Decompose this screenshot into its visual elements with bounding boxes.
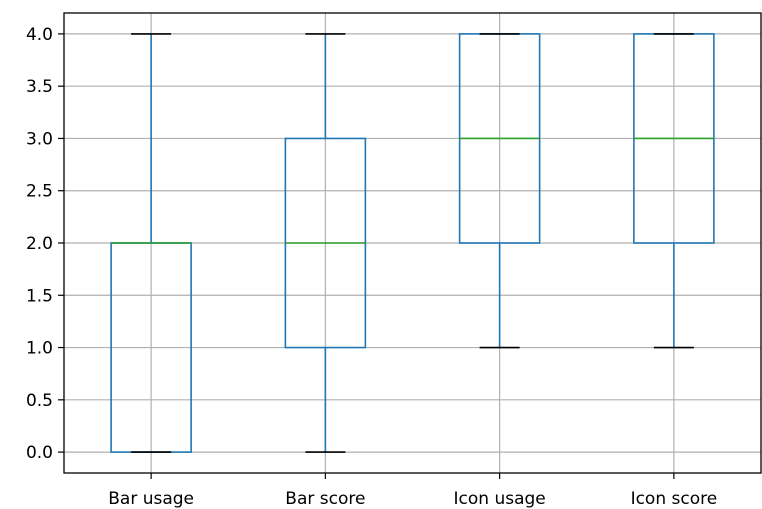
y-tick-label: 3.0 bbox=[26, 129, 53, 149]
x-tick-label: Icon score bbox=[631, 489, 718, 509]
y-tick-label: 0.5 bbox=[26, 391, 53, 411]
box-1 bbox=[110, 33, 192, 453]
box-plot-series bbox=[110, 33, 715, 453]
y-tick-label: 3.5 bbox=[26, 77, 53, 97]
y-tick-label: 1.0 bbox=[26, 339, 53, 359]
x-axis: Bar usage Bar score Icon usage Icon score bbox=[108, 473, 717, 509]
y-tick-label: 4.0 bbox=[26, 25, 53, 45]
x-tick-label: Bar usage bbox=[108, 489, 194, 509]
x-tick-label: Bar score bbox=[285, 489, 365, 509]
box-4 bbox=[633, 33, 715, 349]
box-2 bbox=[284, 33, 367, 453]
y-axis: 0.0 0.5 1.0 1.5 2.0 2.5 3.0 3.5 4.0 bbox=[26, 25, 64, 463]
y-tick-label: 0.0 bbox=[26, 443, 53, 463]
y-tick-label: 2.0 bbox=[26, 234, 53, 254]
y-tick-label: 2.5 bbox=[26, 182, 53, 202]
y-tick-label: 1.5 bbox=[26, 286, 53, 306]
box-3 bbox=[458, 33, 541, 349]
x-tick-label: Icon usage bbox=[454, 489, 546, 509]
